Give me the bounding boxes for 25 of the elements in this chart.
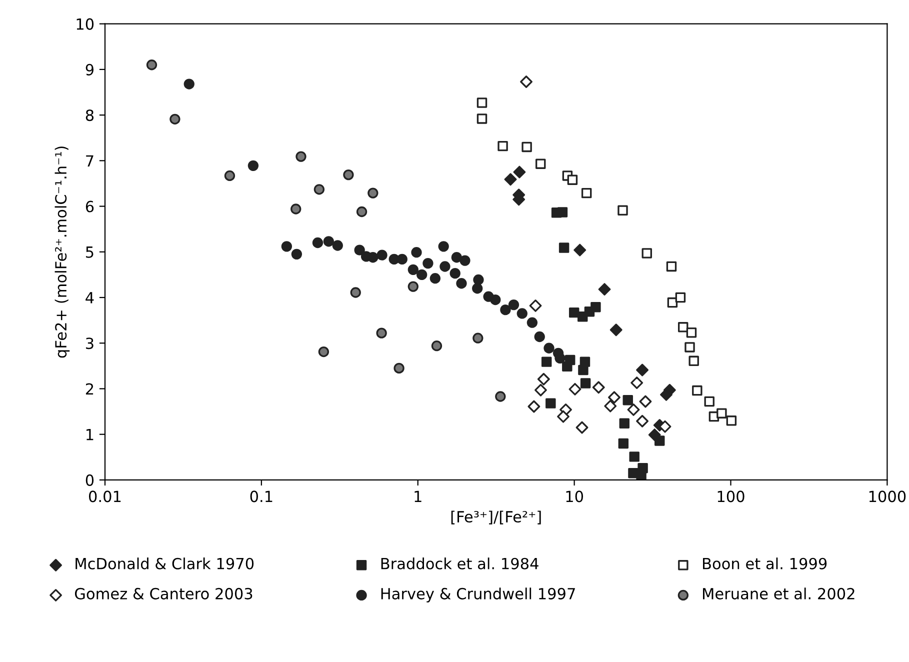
- y-tick-label: 9: [86, 64, 94, 76]
- x-axis-title: [Fe³⁺]/[Fe²⁺]: [451, 510, 541, 524]
- x-tick-label: 100: [718, 490, 744, 502]
- x-tick-label: 10: [566, 490, 584, 502]
- y-tick-label: 8: [86, 110, 94, 122]
- legend-label: Braddock et al. 1984: [381, 558, 538, 570]
- legend-label: McDonald & Clark 1970: [76, 558, 254, 570]
- y-tick-label: 1: [86, 429, 94, 440]
- y-tick-label: 3: [86, 338, 94, 350]
- legend-label: Meruane et al. 2002: [703, 588, 854, 600]
- y-tick-label: 4: [86, 292, 94, 304]
- legend-label: Boon et al. 1999: [703, 558, 827, 570]
- y-tick-label: 0: [86, 474, 94, 486]
- y-axis-title: qFe2+ (molFe²⁺.molC⁻¹.h⁻¹): [54, 146, 70, 358]
- y-tick-label: 10: [76, 18, 94, 30]
- y-tick-label: 2: [86, 383, 94, 395]
- x-tick-label: 1: [414, 490, 422, 502]
- x-tick-label: 1000: [869, 490, 906, 502]
- x-tick-label: 0.1: [250, 490, 272, 502]
- y-tick-label: 7: [86, 155, 94, 166]
- legend-label: Gomez & Cantero 2003: [74, 588, 252, 600]
- y-tick-label: 5: [86, 246, 94, 258]
- x-tick-label: 0.01: [88, 490, 121, 502]
- y-tick-label: 6: [86, 200, 94, 212]
- legend-label: Harvey & Crundwell 1997: [381, 588, 575, 602]
